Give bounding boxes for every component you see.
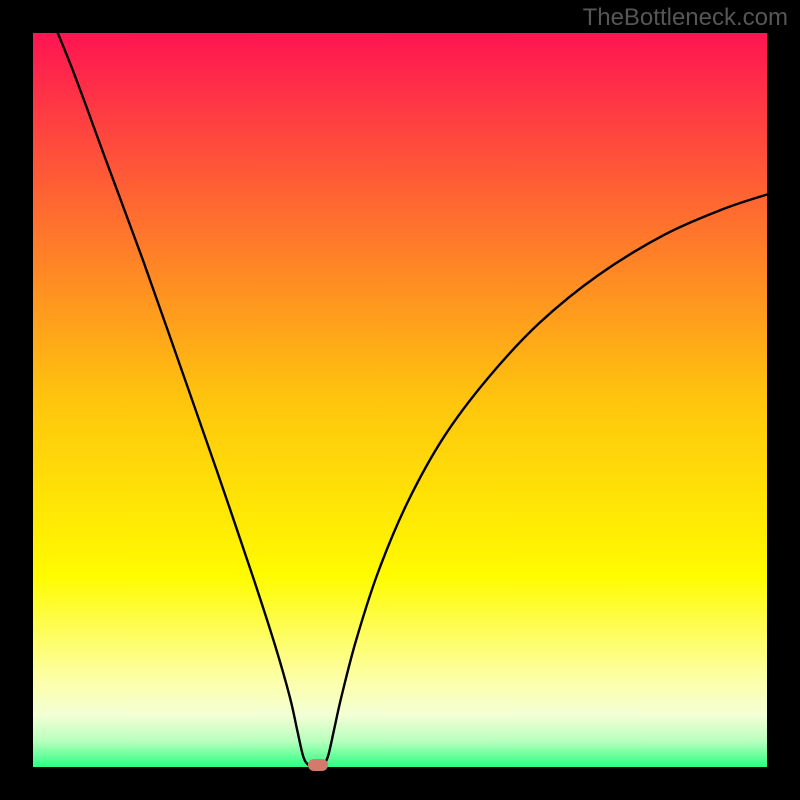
optimal-point-marker	[308, 759, 328, 771]
plot-area	[33, 33, 767, 767]
bottleneck-curve	[33, 33, 767, 767]
watermark-text: TheBottleneck.com	[583, 4, 788, 32]
chart-frame: TheBottleneck.com	[0, 0, 800, 800]
